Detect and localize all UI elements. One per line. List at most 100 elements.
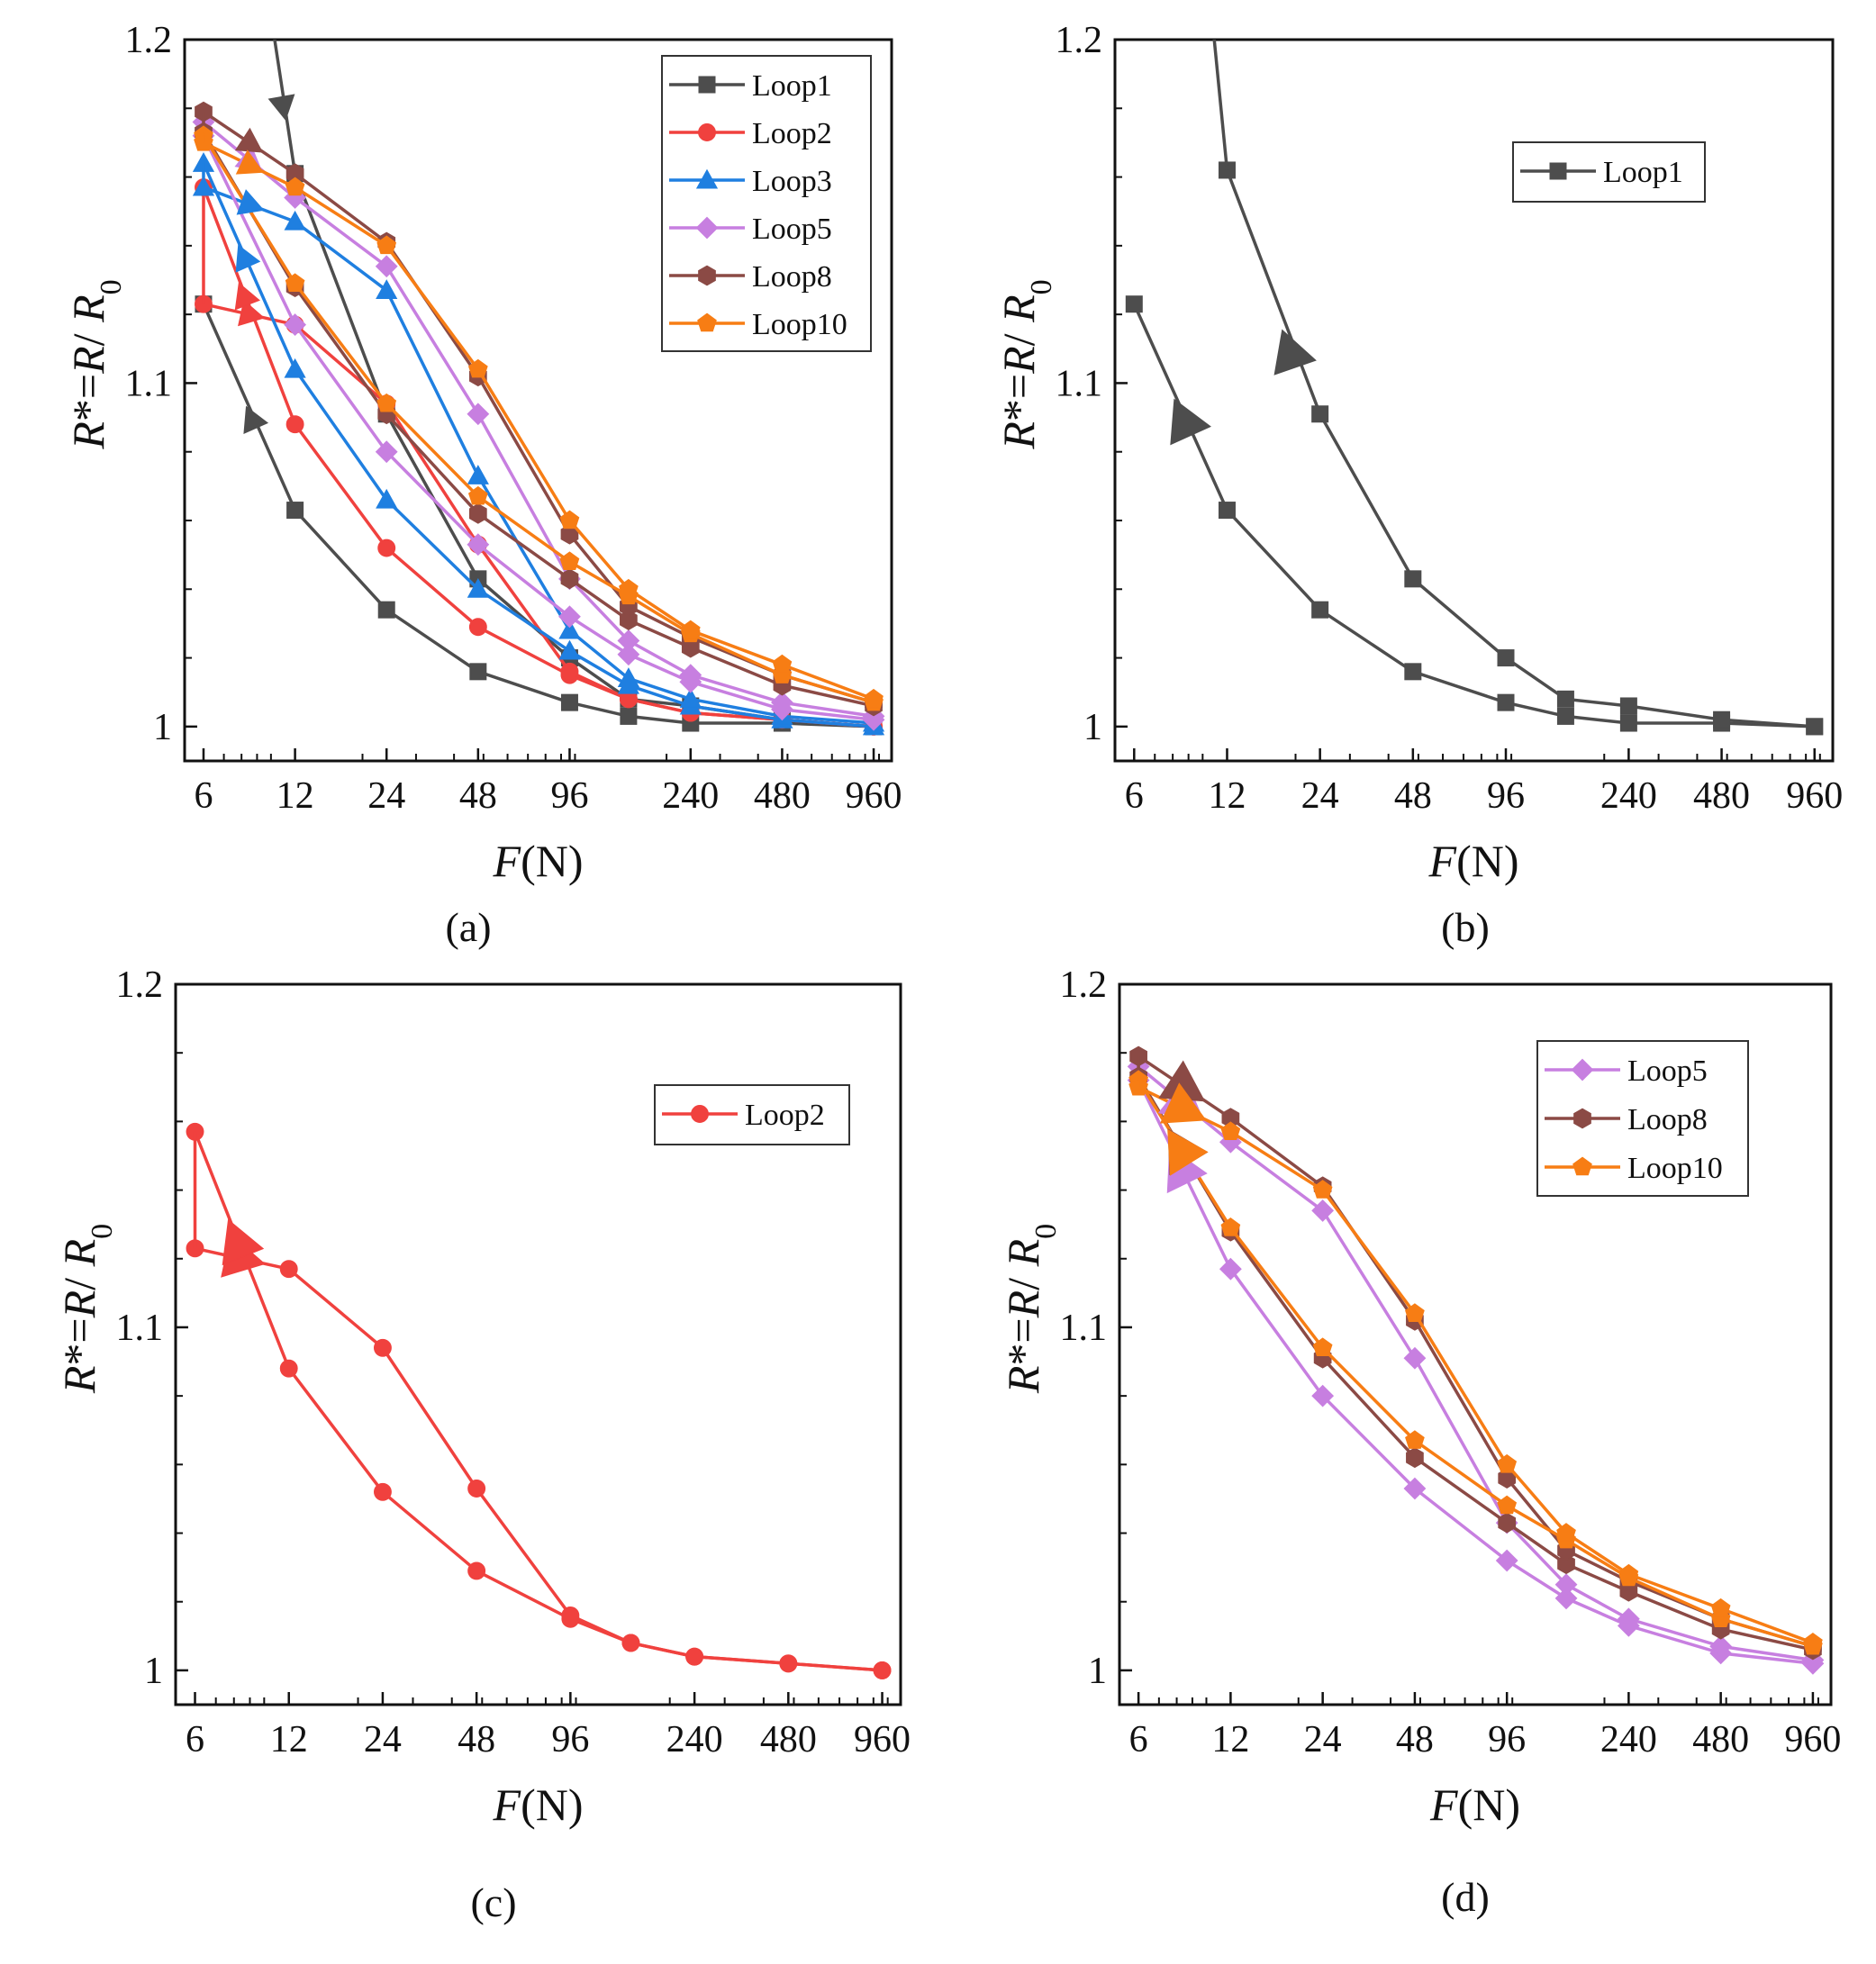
x-tick-label: 96 bbox=[1487, 775, 1525, 817]
loop8-unloading-point bbox=[1557, 1553, 1575, 1575]
x-tick-label: 12 bbox=[276, 775, 314, 817]
x-axis-title-var: F bbox=[493, 1779, 521, 1830]
x-axis-title-var: F bbox=[493, 836, 521, 886]
y-axis-title-part: R bbox=[63, 421, 113, 450]
x-tick-label: 48 bbox=[458, 1719, 495, 1760]
loop1-unloading-point bbox=[377, 601, 395, 619]
x-tick-label: 96 bbox=[551, 1719, 589, 1760]
x-tick-label: 960 bbox=[1784, 1719, 1841, 1760]
y-tick-label: 1 bbox=[153, 707, 172, 748]
loop3-loading-point bbox=[284, 210, 306, 231]
loop2-loading-point bbox=[279, 1260, 298, 1279]
data-layer bbox=[186, 1122, 892, 1679]
x-axis-title-var: F bbox=[1429, 1779, 1458, 1830]
loop10-unloading-point bbox=[1497, 1495, 1518, 1515]
y-tick-label: 1.2 bbox=[116, 964, 164, 1006]
y-axis-title-part: R bbox=[54, 1366, 104, 1395]
loop3-loading-point bbox=[558, 619, 581, 639]
data-layer bbox=[1125, 40, 1824, 736]
loop1-unloading-point bbox=[560, 693, 578, 711]
y-tick-label: 1.1 bbox=[116, 1308, 164, 1349]
loop1-unloading-point bbox=[1311, 601, 1329, 619]
loop3-unloading-point bbox=[558, 639, 581, 660]
loop2-loading-point bbox=[779, 1654, 798, 1673]
legend-label: Loop5 bbox=[752, 213, 832, 246]
x-tick-label: 48 bbox=[1394, 775, 1432, 817]
x-tick-label: 48 bbox=[459, 775, 497, 817]
loop5-loading-point bbox=[1554, 1573, 1578, 1597]
legend-marker-loop8 bbox=[698, 265, 716, 286]
loop5-loading-point bbox=[1617, 1607, 1640, 1631]
plot-frame bbox=[174, 982, 902, 1706]
loop1-unloading-arrow bbox=[243, 405, 269, 435]
loop2-loading-arrow bbox=[238, 299, 266, 327]
legend-marker-loop10 bbox=[1572, 1156, 1592, 1176]
loop2-loading-point bbox=[873, 1661, 892, 1679]
loop5-loading-point bbox=[467, 403, 490, 426]
y-axis-title-part: R bbox=[993, 346, 1044, 375]
panel-caption: (b) bbox=[1441, 904, 1490, 950]
y-tick-label: 1.1 bbox=[1056, 363, 1103, 404]
loop1-loading-point bbox=[1713, 710, 1731, 729]
y-axis-title-part: *= bbox=[54, 1317, 104, 1365]
legend-label: Loop2 bbox=[752, 117, 832, 150]
loop8-unloading-point bbox=[620, 610, 638, 630]
loop10-unloading-point bbox=[1312, 1337, 1333, 1357]
loop8-unloading-point bbox=[1498, 1512, 1517, 1534]
loop8-unloading-point bbox=[1406, 1447, 1424, 1469]
loop3-unloading-arrow bbox=[235, 244, 261, 273]
y-axis-title-part: 0 bbox=[1025, 279, 1058, 294]
loop1-unloading-point bbox=[286, 502, 304, 520]
plot-frame bbox=[1118, 982, 1833, 1706]
loop2-loading-point bbox=[685, 1647, 704, 1666]
loop2-unloading-point bbox=[285, 415, 304, 434]
loop10-loading-point bbox=[1497, 1453, 1518, 1473]
loop10-loading-point bbox=[376, 235, 397, 255]
loop2-unloading-point bbox=[468, 618, 487, 637]
loop2-unloading-arrow bbox=[234, 282, 260, 311]
loop1-loading-point bbox=[1806, 718, 1824, 736]
y-axis-title: R*=R/ R0 bbox=[63, 279, 128, 449]
legend-marker-loop2 bbox=[698, 123, 716, 141]
loop5-unloading-point bbox=[1495, 1549, 1518, 1572]
x-tick-label: 480 bbox=[760, 1719, 817, 1760]
legend-label: Loop1 bbox=[752, 69, 832, 103]
loop1-unloading-point bbox=[1556, 707, 1574, 725]
loop10-loading-point bbox=[559, 510, 580, 529]
x-tick-label: 240 bbox=[666, 1719, 723, 1760]
loop10-loading-point bbox=[1312, 1180, 1333, 1199]
y-axis-title-part: / bbox=[54, 1266, 104, 1290]
loop1-unloading-point bbox=[1125, 295, 1143, 313]
x-tick-label: 24 bbox=[367, 775, 405, 817]
legend-label: Loop5 bbox=[1627, 1054, 1708, 1088]
loop3-unloading-point bbox=[376, 488, 398, 509]
y-axis-title-part: 0 bbox=[95, 279, 128, 294]
loop10-unloading-point bbox=[376, 393, 397, 412]
loop10-unloading-point bbox=[559, 551, 580, 571]
y-axis-title-part: *= bbox=[63, 374, 113, 421]
loop1-loading-lead-line bbox=[273, 40, 297, 175]
x-tick-label: 480 bbox=[1692, 1719, 1749, 1760]
loop10-loading-point bbox=[864, 688, 884, 708]
legend-marker-loop3 bbox=[695, 168, 719, 189]
loop10-loading-point bbox=[1220, 1121, 1241, 1141]
loop5-loading-point bbox=[375, 255, 398, 278]
legend-marker-loop5 bbox=[1571, 1058, 1594, 1082]
loop5-unloading-point bbox=[617, 643, 640, 666]
y-axis-title: R*=R/ R0 bbox=[54, 1224, 119, 1394]
loop3-loading-arrow bbox=[236, 189, 265, 215]
x-tick-label: 24 bbox=[364, 1719, 402, 1760]
loop2-unloading-point bbox=[373, 1482, 392, 1501]
loop3-unloading-point bbox=[467, 578, 489, 598]
loop2-loading-point bbox=[560, 662, 579, 681]
legend-marker-loop1 bbox=[698, 76, 716, 94]
y-axis-title-part: *= bbox=[993, 374, 1044, 421]
y-axis-title-part: 0 bbox=[86, 1224, 119, 1239]
legend-label: Loop10 bbox=[752, 308, 847, 341]
x-axis-title-unit: (N) bbox=[1456, 836, 1518, 886]
loop5-loading-point bbox=[862, 705, 885, 728]
y-tick-label: 1.2 bbox=[1056, 20, 1103, 61]
legend-label: Loop8 bbox=[1627, 1103, 1708, 1136]
